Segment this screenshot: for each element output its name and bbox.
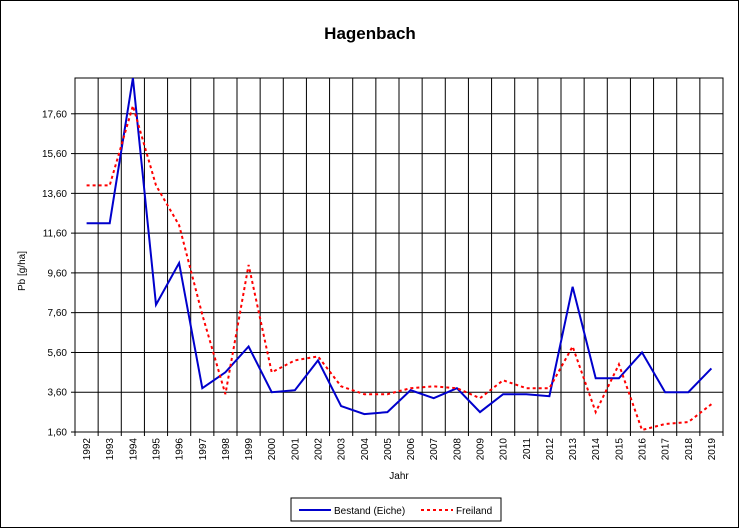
series-line-bestand [86, 78, 713, 416]
x-tick-label: 1996 [175, 438, 186, 461]
x-tick-label: 2007 [429, 438, 440, 461]
x-tick-label: 2013 [568, 438, 579, 461]
x-tick-label: 1998 [221, 438, 232, 461]
legend: Bestand (Eiche) Freiland [290, 497, 502, 522]
x-axis-ticks: 1992 1993 1994 1995 1996 1997 1998 1999 2000 2001… [74, 432, 724, 461]
y-tick-label: 15,60 [42, 149, 67, 160]
x-tick-label: 2010 [499, 438, 510, 461]
y-axis-ticks: 1,60 3,60 5,60 7,60 9,60 11,60 13,60 15,60 17,60 [42, 109, 75, 439]
x-axis-label: Jahr [389, 471, 409, 482]
grid [74, 78, 724, 433]
x-tick-label: 2012 [545, 438, 556, 461]
x-tick-label: 2016 [638, 438, 649, 461]
x-tick-label: 2018 [684, 438, 695, 461]
x-tick-label: 1995 [152, 438, 163, 461]
y-tick-label: 3,60 [48, 388, 68, 399]
x-tick-label: 2000 [267, 438, 278, 461]
x-tick-label: 2005 [383, 438, 394, 461]
y-tick-label: 13,60 [42, 189, 67, 200]
legend-label-freiland: Freiland [456, 506, 492, 517]
x-tick-label: 2015 [614, 438, 625, 461]
series-lines [86, 78, 713, 432]
y-tick-label: 11,60 [43, 229, 68, 240]
legend-label-bestand: Bestand (Eiche) [334, 506, 405, 517]
x-tick-label: 2019 [707, 438, 718, 461]
x-tick-label: 1999 [244, 438, 255, 461]
x-tick-label: 1997 [198, 438, 209, 461]
y-tick-label: 9,60 [48, 268, 68, 279]
y-tick-label: 17,60 [42, 109, 67, 120]
y-tick-label: 1,60 [48, 428, 68, 439]
x-tick-label: 2003 [337, 438, 348, 461]
x-tick-label: 2009 [476, 438, 487, 461]
x-tick-label: 2002 [314, 438, 325, 461]
x-tick-label: 2017 [661, 438, 672, 461]
x-tick-label: 1993 [105, 438, 116, 461]
x-tick-label: 2014 [591, 438, 602, 461]
y-tick-label: 7,60 [48, 308, 68, 319]
x-tick-label: 2008 [452, 438, 463, 461]
x-tick-label: 1994 [128, 438, 139, 461]
x-tick-label: 2011 [522, 438, 533, 460]
x-tick-label: 2004 [360, 438, 371, 461]
x-tick-label: 2001 [290, 438, 301, 461]
chart-title: Hagenbach [324, 24, 416, 43]
y-tick-label: 5,60 [48, 348, 68, 359]
x-tick-label: 2006 [406, 438, 417, 461]
series-line-freiland [86, 102, 713, 432]
y-axis-label: Pb [g/ha] [17, 251, 28, 291]
legend-box [290, 497, 502, 522]
x-tick-label: 1992 [82, 438, 93, 461]
